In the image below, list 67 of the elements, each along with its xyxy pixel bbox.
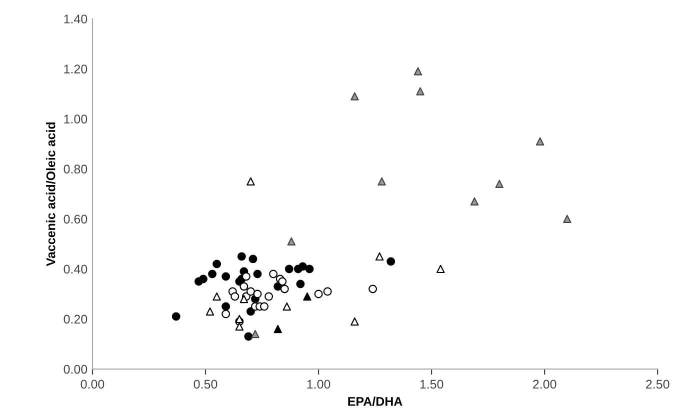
point: [375, 252, 384, 261]
point: [350, 92, 359, 100]
point: [563, 214, 572, 224]
point: [206, 307, 214, 316]
point: [280, 284, 289, 294]
point: [282, 302, 291, 311]
x-tick-label: 0.00: [80, 380, 104, 389]
point: [251, 330, 260, 338]
point: [378, 177, 386, 186]
point: [436, 264, 445, 274]
y-tick-label: 0.60: [64, 214, 88, 224]
point: [172, 312, 180, 321]
y-axis-title: Vaccenic acid/Oleic acid: [46, 122, 56, 266]
point: [414, 67, 422, 76]
point: [287, 237, 296, 246]
x-tick-label: 2.00: [533, 380, 556, 389]
point: [246, 307, 255, 316]
point: [386, 257, 396, 266]
point: [470, 197, 479, 206]
point: [305, 264, 314, 274]
x-tick-label: 1.00: [307, 380, 330, 389]
point: [278, 277, 287, 286]
point: [495, 180, 504, 188]
point: [237, 252, 246, 261]
point: [253, 290, 262, 298]
point: [350, 317, 359, 326]
point: [264, 292, 274, 301]
y-tick-label: 0.80: [64, 164, 88, 174]
y-tick-label: 0.40: [64, 264, 88, 274]
point: [212, 292, 221, 301]
point: [212, 260, 222, 268]
point: [240, 294, 248, 304]
point: [222, 302, 230, 311]
x-axis-title: EPA/DHA: [348, 396, 402, 406]
point: [235, 314, 244, 324]
point: [246, 287, 255, 296]
point: [230, 292, 240, 301]
point: [253, 270, 262, 278]
point: [536, 137, 544, 146]
y-tick-label: 1.40: [64, 14, 88, 24]
point: [260, 302, 269, 311]
point: [244, 332, 253, 341]
point: [296, 280, 305, 288]
x-tick-label: 0.50: [194, 380, 218, 389]
point: [274, 324, 282, 334]
point: [368, 284, 378, 294]
point: [222, 272, 230, 281]
point: [199, 274, 208, 284]
point: [240, 282, 248, 291]
point: [303, 292, 312, 301]
point: [298, 262, 307, 271]
point: [323, 287, 332, 296]
point: [269, 270, 278, 278]
point: [284, 264, 294, 274]
y-tick-label: 1.20: [64, 64, 88, 74]
x-tick-label: 1.50: [420, 380, 444, 389]
y-tick-label: 0.20: [64, 314, 88, 324]
y-tick-label: 0.00: [64, 364, 88, 374]
point: [314, 290, 323, 298]
x-tick-label: 2.50: [646, 380, 670, 389]
y-tick-label: 1.00: [64, 114, 88, 124]
point: [208, 270, 217, 278]
point: [248, 254, 258, 264]
point: [246, 177, 255, 186]
point: [416, 87, 424, 96]
point: [235, 322, 244, 331]
point: [222, 310, 230, 318]
